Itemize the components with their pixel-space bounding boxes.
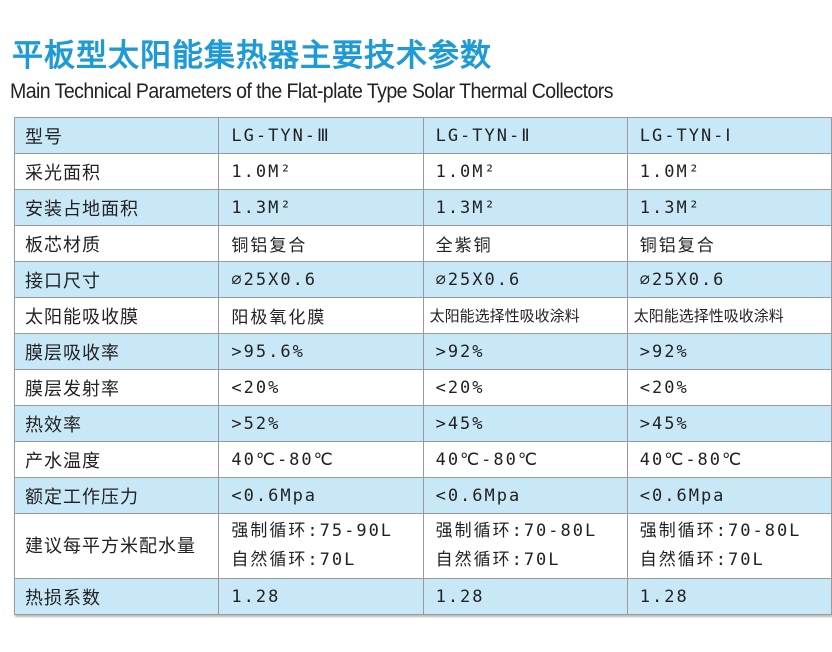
table-row: 接口尺寸 ∅25X0.6 ∅25X0.6 ∅25X0.6: [13, 261, 832, 298]
row-label: 产水温度: [13, 441, 220, 478]
row-value-line: 强制循环:70-80L: [435, 521, 598, 541]
row-value-text: 1.3M²: [639, 197, 701, 218]
table-row: 额定工作压力 <0.6Mpa <0.6Mpa <0.6Mpa: [13, 477, 832, 514]
table-row: 膜层发射率 <20% <20% <20%: [13, 369, 832, 406]
header-model: LG-TYN-Ⅲ: [218, 117, 424, 154]
row-value: 1.3M²: [626, 189, 832, 226]
parameters-table: 型号 LG-TYN-Ⅲ LG-TYN-Ⅱ LG-TYN-Ⅰ 采光面积 1.0M² 1.0M²…: [13, 117, 832, 615]
row-value: 1.0M²: [218, 153, 424, 190]
row-value: 阳极氧化膜: [218, 297, 424, 334]
row-value: 1.0M²: [422, 153, 628, 190]
header-model: LG-TYN-Ⅰ: [626, 117, 832, 154]
row-value: 强制循环:70-80L 自然循环:70L: [422, 513, 628, 579]
row-value: >45%: [422, 405, 628, 442]
row-value: 40℃-80℃: [422, 441, 628, 478]
row-value: 铜铝复合: [218, 225, 424, 262]
row-value: ∅25X0.6: [626, 261, 832, 298]
row-value-line: 强制循环:70-80L: [639, 521, 802, 541]
row-value: 1.0M²: [626, 153, 832, 190]
row-value: 1.3M²: [422, 189, 628, 226]
row-label: 接口尺寸: [13, 261, 220, 298]
header-label: 型号: [13, 117, 220, 154]
row-value: 1.28: [422, 578, 628, 615]
row-value: 太阳能选择性吸收涂料: [626, 297, 832, 334]
row-label: 膜层发射率: [13, 369, 220, 406]
row-value-text: 1.3M²: [435, 197, 497, 218]
row-value-text: 1.0M²: [435, 161, 497, 182]
table-row: 热损系数 1.28 1.28 1.28: [13, 578, 832, 615]
row-value: 强制循环:75-90L 自然循环:70L: [218, 513, 424, 579]
table-row: 采光面积 1.0M² 1.0M² 1.0M²: [13, 153, 832, 190]
row-label: 额定工作压力: [13, 477, 220, 514]
row-label: 建议每平方米配水量: [13, 513, 220, 579]
row-value: <20%: [626, 369, 832, 406]
row-value-line: 强制循环:75-90L: [231, 521, 394, 541]
row-value: 太阳能选择性吸收涂料: [422, 297, 628, 334]
row-value: ∅25X0.6: [422, 261, 628, 298]
row-value: <0.6Mpa: [422, 477, 628, 514]
row-label: 热损系数: [13, 578, 220, 615]
row-value: <0.6Mpa: [218, 477, 424, 514]
row-value-line: 自然循环:70L: [435, 550, 561, 570]
row-label: 膜层吸收率: [13, 333, 220, 370]
row-value: <20%: [218, 369, 424, 406]
table-row: 安装占地面积 1.3M² 1.3M² 1.3M²: [13, 189, 832, 226]
row-value: 40℃-80℃: [218, 441, 424, 478]
row-label: 采光面积: [13, 153, 220, 190]
table-row: 太阳能吸收膜 阳极氧化膜 太阳能选择性吸收涂料 太阳能选择性吸收涂料: [13, 297, 832, 334]
table-row: 建议每平方米配水量 强制循环:75-90L 自然循环:70L 强制循环:70-80L 自…: [13, 513, 832, 579]
row-value: <0.6Mpa: [626, 477, 832, 514]
row-label: 太阳能吸收膜: [13, 297, 220, 334]
row-value: 铜铝复合: [626, 225, 832, 262]
table-row: 板芯材质 铜铝复合 全紫铜 铜铝复合: [13, 225, 832, 262]
row-value-text: 1.3M²: [231, 197, 293, 218]
header-model: LG-TYN-Ⅱ: [422, 117, 628, 154]
row-value: >92%: [422, 333, 628, 370]
table-row: 膜层吸收率 >95.6% >92% >92%: [13, 333, 832, 370]
row-value: 强制循环:70-80L 自然循环:70L: [626, 513, 832, 579]
row-value-text: 1.0M²: [639, 161, 701, 182]
table-row: 产水温度 40℃-80℃ 40℃-80℃ 40℃-80℃: [13, 441, 832, 478]
table-row: 热效率 >52% >45% >45%: [13, 405, 832, 442]
page-subtitle: Main Technical Parameters of the Flat-pl…: [10, 80, 614, 103]
row-value: >45%: [626, 405, 832, 442]
row-value-line: 自然循环:70L: [231, 550, 357, 570]
row-value: 全紫铜: [422, 225, 628, 262]
row-value: 40℃-80℃: [626, 441, 832, 478]
row-value: ∅25X0.6: [218, 261, 424, 298]
row-value: 1.3M²: [218, 189, 424, 226]
row-value: >95.6%: [218, 333, 424, 370]
row-value: 1.28: [626, 578, 832, 615]
row-label: 板芯材质: [13, 225, 220, 262]
row-label: 安装占地面积: [13, 189, 220, 226]
row-value: <20%: [422, 369, 628, 406]
row-label: 热效率: [13, 405, 220, 442]
page-title: 平板型太阳能集热器主要技术参数: [12, 38, 492, 74]
row-value: >52%: [218, 405, 424, 442]
row-value: 1.28: [218, 578, 424, 615]
row-value-line: 自然循环:70L: [639, 550, 765, 570]
row-value-text: 1.0M²: [231, 161, 293, 182]
row-value: >92%: [626, 333, 832, 370]
table-header-row: 型号 LG-TYN-Ⅲ LG-TYN-Ⅱ LG-TYN-Ⅰ: [13, 117, 832, 154]
